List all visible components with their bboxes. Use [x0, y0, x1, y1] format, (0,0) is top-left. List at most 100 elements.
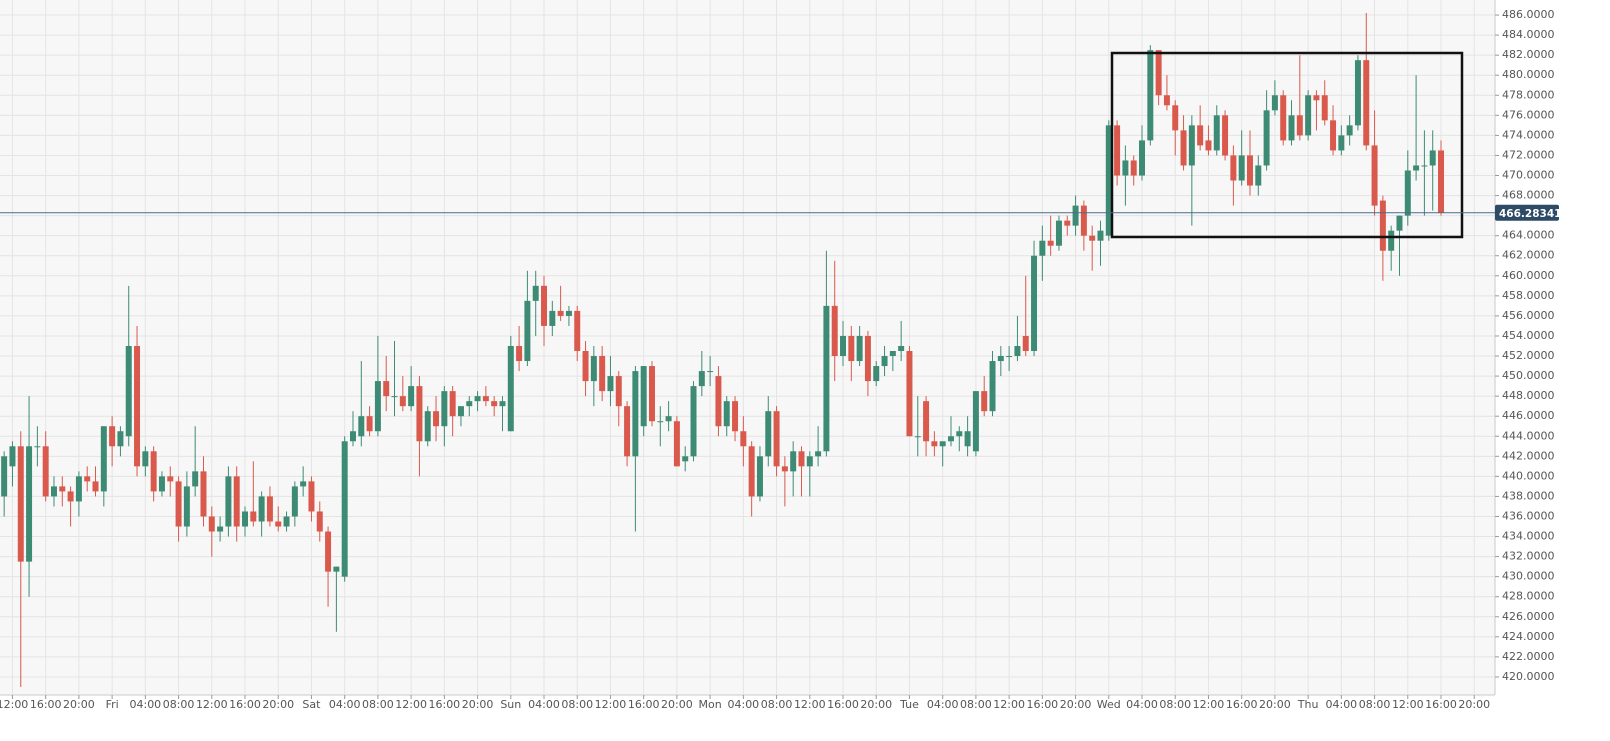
candle-body — [275, 521, 282, 527]
candle-body — [59, 486, 66, 492]
plot-background — [0, 0, 1495, 695]
x-tick-label: Sat — [302, 698, 321, 711]
candle-body — [524, 300, 531, 362]
candle-body — [283, 516, 290, 527]
candle-body — [75, 476, 82, 502]
candle-body — [175, 481, 182, 527]
candle-body — [956, 431, 963, 437]
candle-body — [1238, 155, 1245, 181]
candle-body — [1280, 95, 1287, 141]
x-tick-label: 12:00 — [395, 698, 427, 711]
y-tick-label: 472.0000 — [1502, 148, 1555, 161]
candle-body — [972, 391, 979, 452]
candle-body — [1031, 255, 1038, 352]
candle-body — [823, 305, 830, 452]
candle-body — [707, 371, 714, 373]
candle-body — [349, 431, 356, 442]
candle-body — [615, 376, 622, 407]
y-tick-label: 484.0000 — [1502, 28, 1555, 41]
candle-body — [723, 401, 730, 427]
candle-body — [889, 351, 896, 357]
candle-body — [491, 401, 498, 407]
candle-body — [939, 441, 946, 447]
candle-body — [1089, 235, 1096, 241]
candle-body — [682, 456, 689, 462]
candle-body — [457, 406, 464, 417]
candle-body — [316, 511, 323, 532]
x-tick-label: 04:00 — [129, 698, 161, 711]
candle-body — [92, 481, 99, 492]
candle-body — [499, 401, 506, 407]
y-tick-label: 432.0000 — [1502, 550, 1555, 563]
y-tick-label: 424.0000 — [1502, 630, 1555, 643]
x-tick-label: 08:00 — [561, 698, 593, 711]
candle-body — [1230, 155, 1237, 181]
candle-body — [1205, 140, 1212, 151]
candle-body — [756, 456, 763, 497]
candle-body — [1055, 220, 1062, 246]
candle-body — [640, 366, 647, 427]
candle-body — [1338, 135, 1345, 151]
y-tick-label: 468.0000 — [1502, 189, 1555, 202]
candle-body — [291, 486, 298, 517]
y-tick-label: 446.0000 — [1502, 409, 1555, 422]
candle-body — [648, 366, 655, 422]
candle-body — [607, 376, 614, 392]
candle-body — [549, 310, 556, 326]
candle-body — [424, 411, 431, 442]
x-tick-label: 20:00 — [1458, 698, 1490, 711]
candle-body — [208, 516, 215, 532]
y-tick-label: 434.0000 — [1502, 530, 1555, 543]
x-tick-label: Thu — [1297, 698, 1319, 711]
x-tick-label: 12:00 — [0, 698, 28, 711]
overlay: 466.28341 — [0, 204, 1561, 221]
candle-body — [690, 386, 697, 457]
candle-body — [1222, 115, 1229, 156]
price-axis-background — [1495, 0, 1610, 741]
candle-body — [1213, 115, 1220, 151]
candle-body — [632, 371, 639, 457]
candle-body — [1072, 205, 1079, 226]
candle-body — [815, 451, 822, 457]
candle-body — [931, 441, 938, 447]
candle-body — [433, 411, 440, 427]
y-tick-label: 478.0000 — [1502, 88, 1555, 101]
candle-body — [158, 476, 165, 492]
candle-body — [657, 421, 664, 423]
candle-body — [1379, 200, 1386, 251]
candle-body — [125, 345, 132, 437]
candle-body — [1080, 205, 1087, 236]
x-tick-label: 16:00 — [30, 698, 62, 711]
candle-body — [1188, 125, 1195, 166]
candle-body — [258, 496, 265, 522]
y-tick-label: 474.0000 — [1502, 128, 1555, 141]
candle-body — [1197, 125, 1204, 146]
x-tick-label: 12:00 — [1193, 698, 1225, 711]
candle-body — [441, 391, 448, 427]
candle-body — [732, 401, 739, 432]
candle-body — [42, 446, 49, 497]
candle-body — [1097, 230, 1104, 241]
y-tick-label: 460.0000 — [1502, 269, 1555, 282]
x-tick-label: 04:00 — [329, 698, 361, 711]
candle-body — [109, 426, 116, 447]
candle-body — [848, 335, 855, 362]
x-tick-label: 12:00 — [993, 698, 1025, 711]
y-tick-label: 444.0000 — [1502, 429, 1555, 442]
candle-body — [225, 476, 232, 527]
candle-body — [1388, 230, 1395, 251]
candle-body — [541, 285, 548, 326]
candle-body — [142, 451, 149, 467]
candle-body — [1263, 110, 1270, 166]
x-tick-label: 20:00 — [661, 698, 693, 711]
candle-body — [1022, 335, 1029, 352]
y-tick-label: 486.0000 — [1502, 8, 1555, 21]
candle-body — [1413, 165, 1420, 171]
candle-body — [1438, 150, 1445, 213]
x-tick-label: 08:00 — [1359, 698, 1391, 711]
candle-body — [516, 345, 523, 362]
x-tick-label: 04:00 — [1126, 698, 1158, 711]
candle-body — [947, 436, 954, 442]
x-tick-label: Mon — [699, 698, 722, 711]
candle-body — [1421, 165, 1428, 167]
